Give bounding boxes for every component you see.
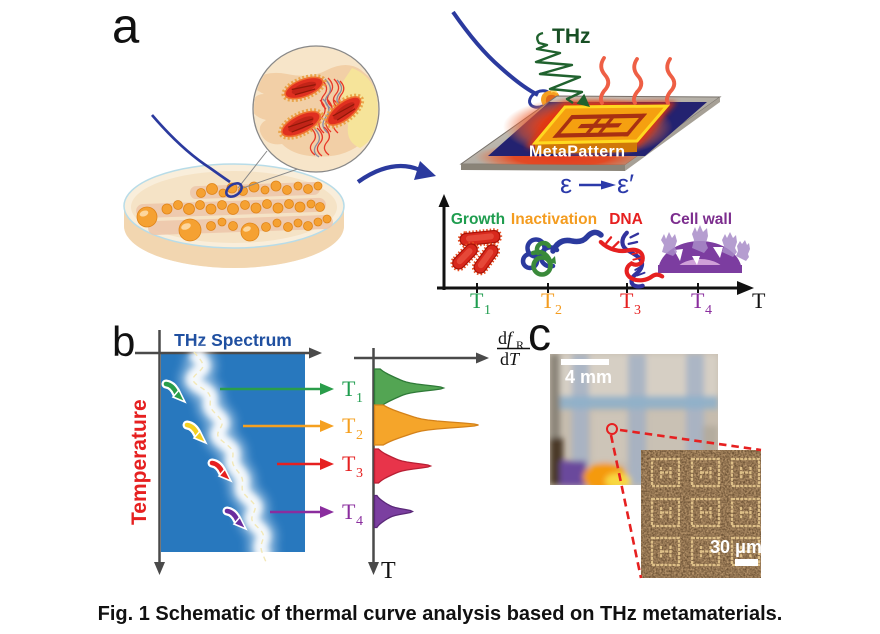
- svg-text:ε: ε: [560, 169, 572, 199]
- svg-text:Growth: Growth: [451, 211, 505, 228]
- svg-text:b: b: [112, 318, 135, 365]
- svg-text:T: T: [342, 451, 356, 476]
- svg-text:DNA: DNA: [609, 211, 643, 228]
- svg-text:Inactivation: Inactivation: [511, 211, 597, 228]
- svg-text:4: 4: [356, 514, 363, 529]
- svg-text:3: 3: [634, 303, 641, 318]
- svg-text:MetaPattern: MetaPattern: [529, 144, 625, 161]
- svg-text:df: df: [498, 328, 515, 348]
- svg-text:2: 2: [555, 303, 562, 318]
- svg-text:T: T: [342, 499, 356, 524]
- svg-text:R: R: [516, 338, 524, 352]
- svg-text:1: 1: [356, 391, 363, 406]
- svg-text:T: T: [470, 288, 484, 313]
- svg-text:T: T: [620, 288, 634, 313]
- svg-text:Fig. 1 Schematic of thermal cu: Fig. 1 Schematic of thermal curve analys…: [98, 603, 783, 625]
- svg-text:T: T: [342, 413, 356, 438]
- svg-text:c: c: [528, 308, 551, 360]
- svg-text:Temperature: Temperature: [128, 399, 151, 525]
- svg-text:T: T: [541, 288, 555, 313]
- svg-text:ε′: ε′: [617, 169, 634, 199]
- svg-text:T: T: [691, 288, 705, 313]
- svg-text:dT: dT: [500, 349, 521, 369]
- svg-text:4 mm: 4 mm: [565, 367, 612, 387]
- svg-text:T: T: [381, 558, 396, 584]
- svg-text:3: 3: [356, 466, 363, 481]
- svg-text:1: 1: [484, 303, 491, 318]
- svg-text:T: T: [752, 288, 766, 313]
- svg-text:30 μm: 30 μm: [710, 537, 762, 557]
- svg-text:Cell wall: Cell wall: [670, 211, 732, 228]
- svg-text:THz Spectrum: THz Spectrum: [174, 330, 292, 350]
- svg-text:THz: THz: [552, 25, 591, 48]
- svg-text:T: T: [342, 376, 356, 401]
- svg-text:2: 2: [356, 428, 363, 443]
- svg-text:a: a: [112, 0, 140, 54]
- svg-text:4: 4: [705, 303, 712, 318]
